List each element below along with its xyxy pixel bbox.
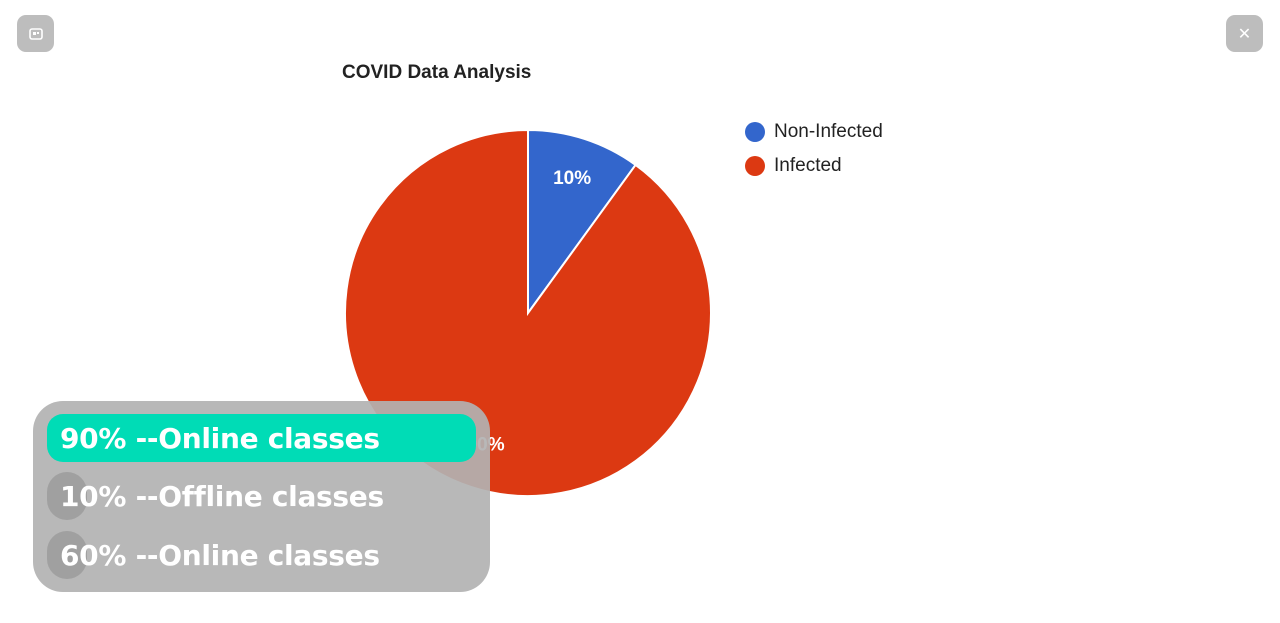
legend-label: Infected — [774, 155, 842, 176]
answer-options-panel: 90% --Online classes 10% --Offline class… — [33, 401, 490, 592]
legend-label: Non-Infected — [774, 121, 883, 142]
legend-swatch-icon — [745, 122, 765, 142]
pie-data-label: 10% — [553, 168, 591, 189]
legend-item-non-infected[interactable]: Non-Infected — [745, 115, 883, 149]
answer-option-text: 10% --Offline classes — [60, 479, 384, 513]
answer-option-1[interactable]: 90% --Online classes — [47, 414, 476, 462]
screenshot-icon — [28, 27, 43, 40]
pie-slice-non-infected[interactable] — [527, 128, 637, 317]
answer-option-2[interactable]: 10% --Offline classes — [47, 472, 384, 520]
legend-item-infected[interactable]: Infected — [745, 149, 883, 183]
legend-swatch-icon — [745, 156, 765, 176]
chart-title: COVID Data Analysis — [342, 62, 532, 83]
screenshot-button[interactable] — [17, 15, 54, 52]
close-icon: ✕ — [1237, 23, 1252, 43]
answer-option-3[interactable]: 60% --Online classes — [47, 531, 380, 579]
answer-option-text: 60% --Online classes — [60, 538, 380, 572]
chart-legend: Non-Infected Infected — [745, 115, 883, 183]
option-marker — [47, 472, 87, 520]
close-button[interactable]: ✕ — [1226, 15, 1263, 52]
option-marker — [47, 531, 87, 579]
answer-option-text: 90% --Online classes — [60, 421, 380, 455]
